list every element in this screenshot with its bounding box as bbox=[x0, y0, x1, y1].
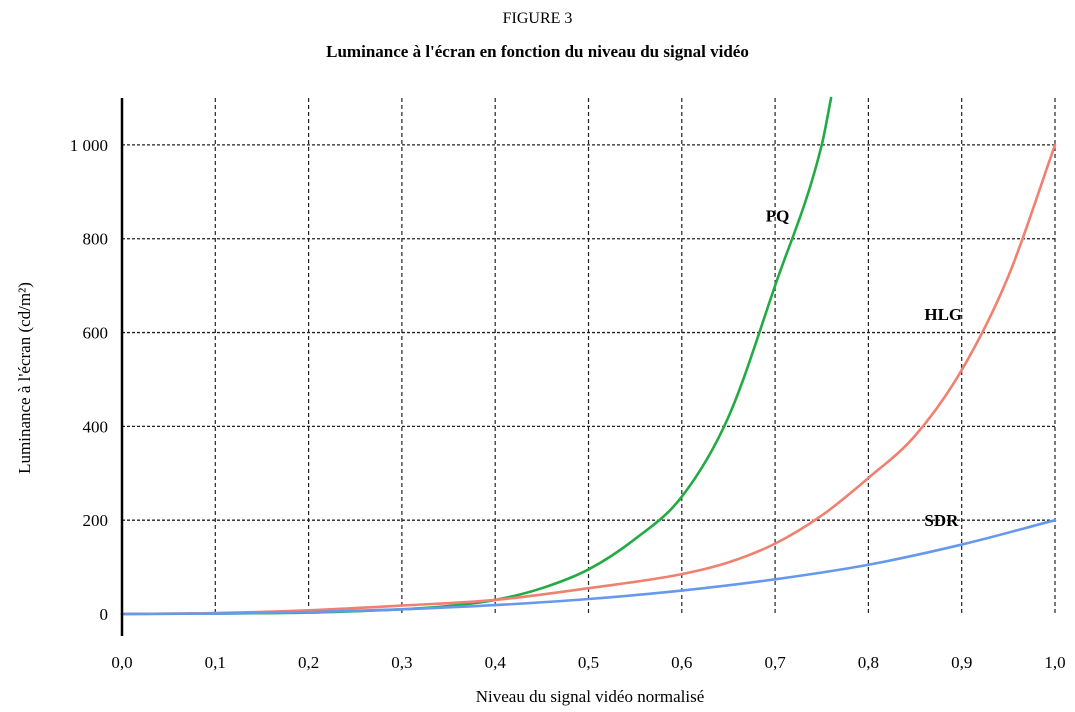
x-tick-label: 0,7 bbox=[764, 653, 786, 672]
x-tick-label: 0,6 bbox=[671, 653, 692, 672]
y-tick-label: 200 bbox=[83, 511, 109, 530]
series-line-hlg bbox=[120, 143, 1057, 616]
x-axis-label: Niveau du signal vidéo normalisé bbox=[476, 687, 705, 706]
series-line-pq bbox=[120, 96, 833, 616]
annotations: PQ HLG SDR bbox=[766, 206, 962, 530]
series-label-hlg: HLG bbox=[924, 305, 962, 324]
y-axis-label: Luminance à l'écran (cd/m²) bbox=[15, 282, 34, 474]
x-tick-label: 0,0 bbox=[111, 653, 132, 672]
y-tick-label: 600 bbox=[83, 324, 109, 343]
y-tick-label: 1 000 bbox=[70, 136, 108, 155]
x-tick-label: 0,1 bbox=[205, 653, 226, 672]
series-line-sdr bbox=[120, 518, 1057, 616]
x-tick-label: 0,8 bbox=[858, 653, 879, 672]
series-label-sdr: SDR bbox=[924, 511, 959, 530]
x-tick-label: 1,0 bbox=[1044, 653, 1065, 672]
tick-labels: 0 200 400 600 800 1 000 0,0 0,1 0,2 0,3 0,4 0,5 0,6 0… bbox=[70, 136, 1066, 672]
figure-label: FIGURE 3 bbox=[502, 10, 573, 27]
grid bbox=[122, 98, 1056, 614]
x-tick-label: 0,5 bbox=[578, 653, 599, 672]
y-tick-label: 0 bbox=[100, 605, 109, 624]
x-tick-label: 0,4 bbox=[485, 653, 507, 672]
y-tick-label: 800 bbox=[83, 230, 109, 249]
series-label-pq: PQ bbox=[766, 206, 790, 225]
x-tick-label: 0,3 bbox=[391, 653, 412, 672]
y-tick-label: 400 bbox=[83, 417, 109, 436]
series-lines bbox=[120, 96, 1057, 616]
x-tick-label: 0,9 bbox=[951, 653, 972, 672]
x-tick-label: 0,2 bbox=[298, 653, 319, 672]
chart-title: Luminance à l'écran en fonction du nivea… bbox=[326, 42, 749, 61]
